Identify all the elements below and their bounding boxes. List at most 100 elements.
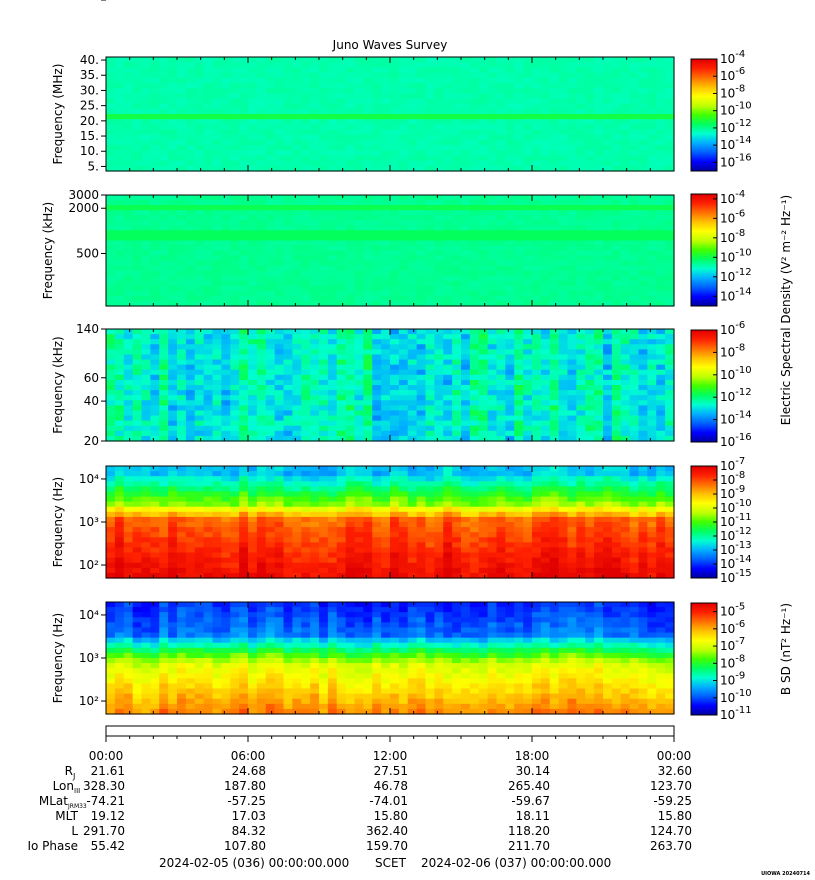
heatmap-cell [106, 572, 116, 579]
heatmap-cell [114, 405, 125, 412]
heatmap-cell [523, 98, 533, 105]
heatmap-cell [141, 160, 151, 167]
heatmap-cell [150, 537, 160, 543]
heatmap-cell [132, 210, 143, 216]
heatmap-cell [443, 98, 453, 105]
heatmap-cell [638, 400, 648, 406]
heatmap-cell [558, 420, 569, 427]
heatmap-cell [629, 260, 640, 267]
heatmap-cell [283, 57, 293, 63]
heatmap-cell [398, 88, 409, 94]
heatmap-cell [292, 290, 302, 297]
heatmap-cell [487, 435, 498, 442]
heatmap-cell [407, 285, 418, 292]
heatmap-cell [354, 379, 364, 386]
heatmap-cell [425, 270, 435, 277]
heatmap-cell [256, 220, 267, 226]
heatmap-cell [620, 210, 631, 216]
heatmap-cell [514, 300, 524, 307]
heatmap-cell [390, 114, 400, 120]
heatmap-cell [203, 285, 214, 292]
heatmap-cell [230, 270, 240, 277]
heatmap-cell [106, 334, 116, 340]
heatmap-cell [603, 103, 613, 110]
heatmap-cell [106, 200, 116, 206]
heatmap-cell [558, 245, 569, 252]
heatmap-cell [381, 160, 391, 167]
heatmap-cell [185, 547, 196, 554]
heatmap-cell [203, 516, 214, 523]
heatmap-cell [452, 98, 462, 105]
heatmap-cell [141, 405, 151, 412]
heatmap-cell [230, 471, 240, 477]
heatmap-cell [239, 72, 249, 79]
heatmap-cell [194, 250, 205, 257]
colorbar-label: Electric Spectral Density (V² m⁻² Hz⁻¹) [779, 195, 793, 425]
heatmap-cell [363, 265, 373, 272]
heatmap-cell [168, 88, 178, 94]
heatmap-cell [132, 88, 143, 94]
heatmap-cell [248, 542, 258, 549]
heatmap-cell [274, 77, 285, 84]
heatmap-cell [141, 359, 151, 366]
heatmap-cell [594, 220, 604, 226]
heatmap-cell [256, 557, 267, 564]
heatmap-cell [292, 220, 302, 226]
heatmap-cell [283, 562, 293, 569]
heatmap-cell [114, 145, 125, 151]
heatmap-cell [185, 511, 196, 518]
heatmap-cell [594, 290, 604, 297]
heatmap-cell [123, 260, 134, 267]
heatmap-cell [265, 400, 276, 406]
heatmap-cell [434, 119, 444, 125]
heatmap-cell [132, 155, 143, 162]
heatmap-cell [407, 385, 418, 391]
heatmap-cell [132, 491, 143, 498]
heatmap-cell [336, 270, 347, 277]
heatmap-cell [487, 160, 498, 167]
heatmap-cell [345, 425, 356, 432]
heatmap-cell [505, 72, 515, 79]
heatmap-cell [141, 165, 151, 172]
heatmap-cell [239, 511, 249, 518]
heatmap-cell [416, 98, 427, 105]
heatmap-cell [576, 265, 586, 272]
heatmap-cell [114, 280, 125, 287]
heatmap-cell [381, 354, 391, 361]
heatmap-cell [478, 270, 489, 277]
heatmap-cell [665, 114, 675, 120]
heatmap-cell [398, 139, 409, 146]
heatmap-cell [212, 501, 222, 508]
heatmap-cell [239, 572, 249, 579]
heatmap-cell [390, 124, 400, 131]
heatmap-cell [496, 129, 506, 136]
heatmap-cell [114, 57, 125, 63]
heatmap-cell [594, 260, 604, 267]
heatmap-cell [398, 339, 409, 345]
heatmap-cell [558, 230, 569, 236]
heatmap-cell [194, 129, 205, 136]
heatmap-cell [132, 537, 143, 543]
heatmap-cell [443, 225, 453, 231]
heatmap-cell [576, 230, 586, 236]
heatmap-cell [354, 390, 364, 396]
heatmap-cell [594, 82, 604, 89]
heatmap-cell [212, 486, 222, 493]
heatmap-cell [540, 98, 551, 105]
heatmap-cell [425, 300, 435, 307]
heatmap-cell [168, 57, 178, 63]
heatmap-cell [576, 93, 586, 100]
heatmap-cell [159, 572, 169, 579]
heatmap-cell [248, 240, 258, 247]
heatmap-cell [301, 240, 311, 247]
heatmap-cell [185, 522, 196, 528]
heatmap-cell [469, 240, 480, 247]
heatmap-cell [248, 245, 258, 252]
heatmap-cell [638, 339, 648, 345]
heatmap-cell [620, 405, 631, 412]
heatmap-cell [443, 300, 453, 307]
heatmap-cell [461, 265, 471, 272]
heatmap-cell [345, 72, 356, 79]
heatmap-cell [665, 220, 675, 226]
heatmap-cell [434, 62, 444, 68]
